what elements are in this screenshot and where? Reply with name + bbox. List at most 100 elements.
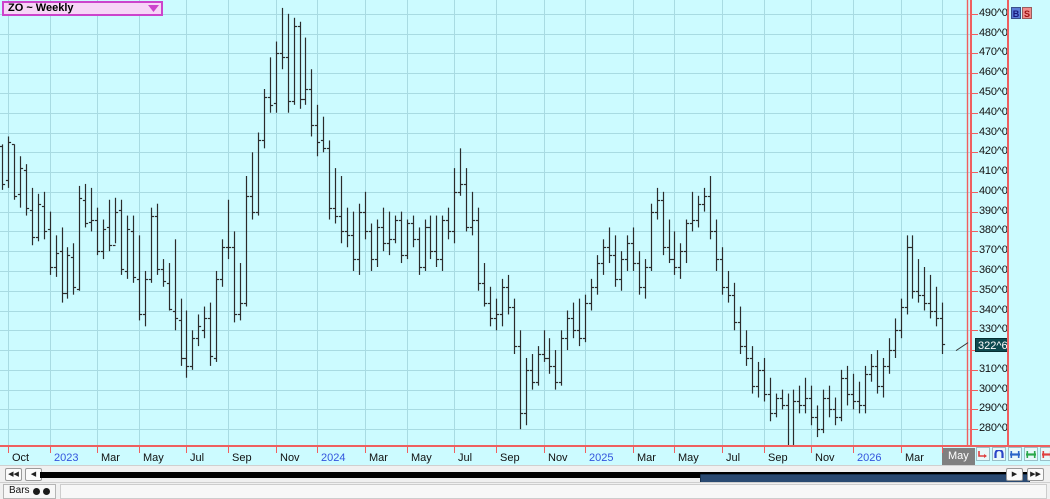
price-tick: [972, 192, 978, 193]
scroll-next-button[interactable]: ▶: [1006, 468, 1023, 481]
price-tick-label: 420^0: [979, 145, 1008, 157]
time-tick-label: Sep: [232, 452, 252, 464]
price-tick-label: 450^0: [979, 86, 1008, 98]
price-tick: [972, 53, 978, 54]
snap-to-bar-icon[interactable]: [976, 447, 990, 461]
time-tick: [407, 447, 408, 453]
time-tick-label: Nov: [815, 452, 835, 464]
time-tick: [496, 447, 497, 453]
price-tick-label: 330^0: [979, 323, 1008, 335]
order-buttons: B S: [1011, 7, 1032, 19]
time-tick-label: May: [411, 452, 432, 464]
magnet-icon[interactable]: [992, 447, 1006, 461]
price-tick: [972, 212, 978, 213]
price-tick: [972, 133, 978, 134]
price-tick-label: 380^0: [979, 224, 1008, 236]
expand-horizontal-icon[interactable]: [1024, 447, 1038, 461]
current-period-label[interactable]: May: [942, 448, 975, 465]
price-tick-label: 410^0: [979, 165, 1008, 177]
time-tick-label: 2023: [54, 452, 79, 464]
compress-horizontal-icon[interactable]: [1008, 447, 1022, 461]
time-tick-label: 2025: [589, 452, 614, 464]
chart-plot-area[interactable]: [0, 0, 970, 445]
gridlines: [0, 0, 970, 445]
price-bars: [0, 0, 969, 445]
symbol-label: ZO ~ Weekly: [8, 2, 74, 14]
time-tick-label: Jul: [190, 452, 205, 464]
scroll-prev-button[interactable]: ◀: [25, 468, 42, 481]
time-tick-label: Mar: [101, 452, 120, 464]
time-tick-label: Jul: [458, 452, 473, 464]
price-tick-label: 400^0: [979, 185, 1008, 197]
scroll-last-button[interactable]: ▶▶: [1027, 468, 1044, 481]
time-tick: [764, 447, 765, 453]
chevron-down-icon[interactable]: [145, 3, 161, 14]
price-tick-label: 430^0: [979, 126, 1008, 138]
price-tick-label: 460^0: [979, 66, 1008, 78]
time-tick: [317, 447, 318, 453]
status-message-area: [59, 483, 1047, 499]
price-tick: [972, 429, 978, 430]
time-axis[interactable]: Oct 2023 Mar May Jul Sep Nov 2024 Mar May Jul Sep No…: [0, 445, 1050, 465]
price-tick-label: 350^0: [979, 284, 1008, 296]
scrollbar-track[interactable]: [40, 472, 1040, 487]
buy-button[interactable]: B: [1011, 7, 1021, 19]
chart-mode-indicator[interactable]: Bars: [3, 483, 56, 499]
time-tick-label: Nov: [280, 452, 300, 464]
time-tick-label: May: [678, 452, 699, 464]
time-tick: [674, 447, 675, 453]
price-tick-label: 280^0: [979, 422, 1008, 434]
price-tick: [972, 34, 978, 35]
time-tick: [454, 447, 455, 453]
reset-scale-icon[interactable]: [1040, 447, 1050, 461]
price-tick-label: 470^0: [979, 46, 1008, 58]
price-tick: [972, 172, 978, 173]
time-tick-label: Sep: [768, 452, 788, 464]
price-axis[interactable]: 490^0 480^0 470^0 460^0 450^0 440^0 430^0 420^0…: [970, 0, 1012, 445]
price-tick-label: 490^0: [979, 7, 1008, 19]
price-tick-label: 370^0: [979, 244, 1008, 256]
order-entry-pane[interactable]: [1007, 0, 1050, 445]
time-tick: [365, 447, 366, 453]
time-tick-label: Mar: [905, 452, 924, 464]
scroll-first-button[interactable]: ◀◀: [5, 468, 22, 481]
time-tick: [633, 447, 634, 453]
time-tick-label: Oct: [12, 452, 30, 464]
mode-dot-icon: [42, 487, 50, 495]
price-tick: [972, 152, 978, 153]
price-tick-label: 390^0: [979, 205, 1008, 217]
price-tick-label: 480^0: [979, 27, 1008, 39]
chart-mode-label: Bars: [9, 485, 30, 496]
symbol-selector[interactable]: ZO ~ Weekly: [2, 1, 163, 16]
time-tick: [942, 447, 943, 453]
price-tick: [972, 390, 978, 391]
time-tick: [544, 447, 545, 453]
time-tick: [186, 447, 187, 453]
price-tick: [972, 231, 978, 232]
time-tick: [585, 447, 586, 453]
price-tick: [972, 311, 978, 312]
price-tick: [972, 73, 978, 74]
mode-dot-icon: [32, 487, 40, 495]
time-tick-label: Mar: [637, 452, 656, 464]
time-tick: [8, 447, 9, 453]
price-tick: [972, 271, 978, 272]
time-tick: [139, 447, 140, 453]
price-tick: [972, 370, 978, 371]
time-tick-label: Nov: [548, 452, 568, 464]
price-tick-label: 440^0: [979, 106, 1008, 118]
status-bar: Bars: [0, 482, 1050, 499]
price-tick-label: 300^0: [979, 383, 1008, 395]
time-tick-label: Jul: [726, 452, 741, 464]
price-tick-label: 340^0: [979, 304, 1008, 316]
price-tick-label: 290^0: [979, 402, 1008, 414]
time-tick-label: May: [143, 452, 164, 464]
sell-button[interactable]: S: [1022, 7, 1032, 19]
price-tick: [972, 291, 978, 292]
price-tick-label: 310^0: [979, 363, 1008, 375]
horizontal-scrollbar[interactable]: ◀◀ ◀ ▶ ▶▶: [0, 465, 1050, 487]
time-tick: [722, 447, 723, 453]
time-tick: [853, 447, 854, 453]
time-tick: [97, 447, 98, 453]
